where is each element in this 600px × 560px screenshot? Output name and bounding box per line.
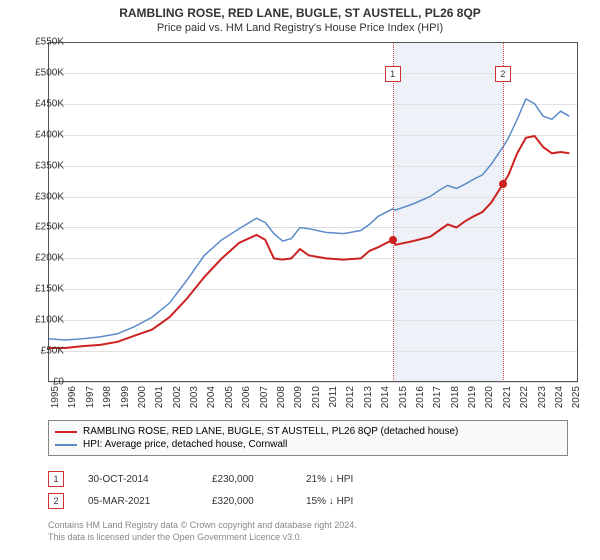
y-tick-label: £50K (24, 346, 64, 357)
y-tick-label: £100K (24, 315, 64, 326)
x-tick-label: 2020 (484, 386, 495, 416)
y-tick-label: £250K (24, 222, 64, 233)
x-tick-label: 2006 (241, 386, 252, 416)
legend-swatch-property (55, 431, 77, 433)
x-tick-label: 2007 (259, 386, 270, 416)
x-tick-label: 2003 (189, 386, 200, 416)
y-tick-label: £400K (24, 129, 64, 140)
x-tick-label: 2017 (432, 386, 443, 416)
x-tick-label: 2005 (224, 386, 235, 416)
sale-index-2: 2 (48, 493, 64, 509)
x-tick-label: 2011 (328, 386, 339, 416)
legend-item-hpi: HPI: Average price, detached house, Corn… (55, 438, 561, 451)
chart-title-line2: Price paid vs. HM Land Registry's House … (0, 20, 600, 38)
x-tick-label: 2016 (415, 386, 426, 416)
x-tick-label: 2019 (467, 386, 478, 416)
sale-date-2: 05-MAR-2021 (88, 496, 188, 507)
legend-item-property: RAMBLING ROSE, RED LANE, BUGLE, ST AUSTE… (55, 425, 561, 438)
x-tick-label: 2002 (172, 386, 183, 416)
x-tick-label: 2015 (398, 386, 409, 416)
legend-swatch-hpi (55, 444, 77, 446)
sale-price-2: £320,000 (212, 496, 282, 507)
reference-label: 1 (385, 66, 401, 82)
footer-line2: This data is licensed under the Open Gov… (48, 532, 357, 544)
x-tick-label: 2014 (380, 386, 391, 416)
x-tick-label: 1999 (120, 386, 131, 416)
legend-label-hpi: HPI: Average price, detached house, Corn… (83, 439, 287, 450)
plot-area: 12 (48, 42, 578, 382)
x-tick-label: 2004 (206, 386, 217, 416)
x-tick-label: 2009 (293, 386, 304, 416)
footer-attribution: Contains HM Land Registry data © Crown c… (48, 520, 357, 543)
x-tick-label: 2024 (554, 386, 565, 416)
x-tick-label: 1998 (102, 386, 113, 416)
y-tick-label: £300K (24, 191, 64, 202)
x-tick-label: 2022 (519, 386, 530, 416)
y-tick-label: £500K (24, 67, 64, 78)
series-property (48, 136, 569, 348)
chart-container: RAMBLING ROSE, RED LANE, BUGLE, ST AUSTE… (0, 0, 600, 560)
x-tick-label: 2013 (363, 386, 374, 416)
sale-row-2: 2 05-MAR-2021 £320,000 15% ↓ HPI (48, 490, 386, 512)
sale-price-1: £230,000 (212, 474, 282, 485)
x-tick-label: 2008 (276, 386, 287, 416)
legend-box: RAMBLING ROSE, RED LANE, BUGLE, ST AUSTE… (48, 420, 568, 456)
line-series-svg (48, 42, 578, 382)
sale-index-1: 1 (48, 471, 64, 487)
sale-date-1: 30-OCT-2014 (88, 474, 188, 485)
series-hpi (48, 99, 569, 340)
y-tick-label: £450K (24, 98, 64, 109)
footer-line1: Contains HM Land Registry data © Crown c… (48, 520, 357, 532)
sale-diff-1: 21% ↓ HPI (306, 474, 386, 485)
sale-row-1: 1 30-OCT-2014 £230,000 21% ↓ HPI (48, 468, 386, 490)
x-tick-label: 2025 (571, 386, 582, 416)
x-tick-label: 1997 (85, 386, 96, 416)
x-tick-label: 2000 (137, 386, 148, 416)
chart-title-line1: RAMBLING ROSE, RED LANE, BUGLE, ST AUSTE… (0, 0, 600, 20)
sale-marker (389, 236, 397, 244)
x-tick-label: 1996 (67, 386, 78, 416)
legend-label-property: RAMBLING ROSE, RED LANE, BUGLE, ST AUSTE… (83, 426, 458, 437)
sale-diff-2: 15% ↓ HPI (306, 496, 386, 507)
x-tick-label: 2023 (537, 386, 548, 416)
x-tick-label: 2018 (450, 386, 461, 416)
x-tick-label: 1995 (50, 386, 61, 416)
y-tick-label: £350K (24, 160, 64, 171)
x-tick-label: 2021 (502, 386, 513, 416)
reference-label: 2 (495, 66, 511, 82)
x-tick-label: 2010 (311, 386, 322, 416)
y-tick-label: £150K (24, 284, 64, 295)
sales-table: 1 30-OCT-2014 £230,000 21% ↓ HPI 2 05-MA… (48, 468, 386, 512)
x-tick-label: 2012 (345, 386, 356, 416)
x-tick-label: 2001 (154, 386, 165, 416)
y-tick-label: £550K (24, 37, 64, 48)
y-tick-label: £200K (24, 253, 64, 264)
